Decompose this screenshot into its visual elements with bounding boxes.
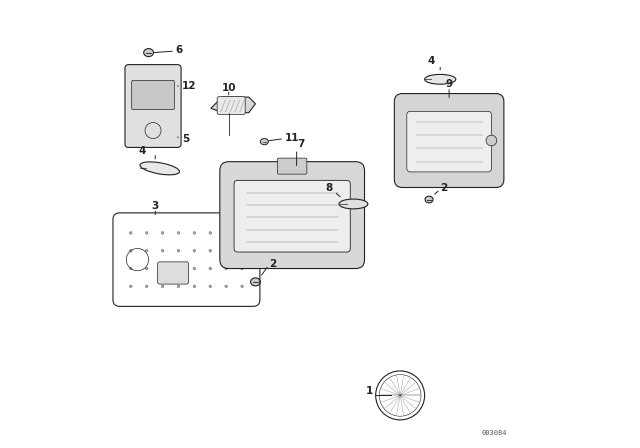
Circle shape — [177, 285, 180, 288]
Circle shape — [129, 232, 132, 234]
Circle shape — [241, 267, 243, 270]
Circle shape — [225, 285, 228, 288]
Circle shape — [161, 232, 164, 234]
Circle shape — [129, 250, 132, 252]
Circle shape — [177, 232, 180, 234]
Ellipse shape — [144, 48, 154, 56]
FancyBboxPatch shape — [125, 65, 181, 147]
Ellipse shape — [140, 162, 179, 175]
FancyBboxPatch shape — [132, 80, 175, 110]
Text: 2: 2 — [440, 183, 447, 194]
Circle shape — [145, 232, 148, 234]
Text: 1: 1 — [366, 386, 373, 396]
FancyBboxPatch shape — [217, 97, 245, 115]
Text: 10: 10 — [221, 83, 236, 93]
Ellipse shape — [424, 74, 456, 84]
Text: 4: 4 — [428, 56, 435, 66]
Text: 3: 3 — [152, 201, 159, 211]
Circle shape — [209, 267, 212, 270]
Circle shape — [193, 285, 196, 288]
Text: 8: 8 — [325, 183, 333, 194]
Circle shape — [209, 250, 212, 252]
Text: 003084: 003084 — [481, 430, 507, 436]
FancyBboxPatch shape — [278, 158, 307, 174]
Circle shape — [193, 250, 196, 252]
Circle shape — [177, 267, 180, 270]
Circle shape — [241, 250, 243, 252]
Ellipse shape — [260, 138, 268, 145]
Circle shape — [161, 250, 164, 252]
Text: 11: 11 — [284, 133, 299, 143]
FancyBboxPatch shape — [407, 112, 492, 172]
Text: 2: 2 — [269, 259, 276, 269]
Circle shape — [145, 285, 148, 288]
FancyBboxPatch shape — [220, 162, 365, 268]
Polygon shape — [211, 97, 255, 113]
Text: 5: 5 — [182, 134, 189, 144]
Circle shape — [225, 267, 228, 270]
Circle shape — [177, 250, 180, 252]
Circle shape — [486, 135, 497, 146]
Text: 6: 6 — [175, 45, 182, 56]
Text: 4: 4 — [138, 146, 145, 155]
Circle shape — [193, 232, 196, 234]
Circle shape — [161, 267, 164, 270]
FancyBboxPatch shape — [234, 181, 350, 252]
Circle shape — [241, 232, 243, 234]
Circle shape — [145, 267, 148, 270]
FancyBboxPatch shape — [394, 94, 504, 188]
Circle shape — [241, 285, 243, 288]
Circle shape — [161, 285, 164, 288]
Circle shape — [209, 232, 212, 234]
Text: 12: 12 — [182, 81, 196, 91]
Circle shape — [129, 285, 132, 288]
Ellipse shape — [425, 196, 433, 203]
Ellipse shape — [250, 278, 260, 286]
Text: 7: 7 — [298, 139, 305, 149]
Circle shape — [193, 267, 196, 270]
Circle shape — [129, 267, 132, 270]
Circle shape — [209, 285, 212, 288]
Circle shape — [145, 250, 148, 252]
FancyBboxPatch shape — [157, 262, 189, 284]
Ellipse shape — [339, 199, 368, 209]
Circle shape — [225, 232, 228, 234]
Text: 9: 9 — [445, 79, 452, 89]
Circle shape — [225, 250, 228, 252]
